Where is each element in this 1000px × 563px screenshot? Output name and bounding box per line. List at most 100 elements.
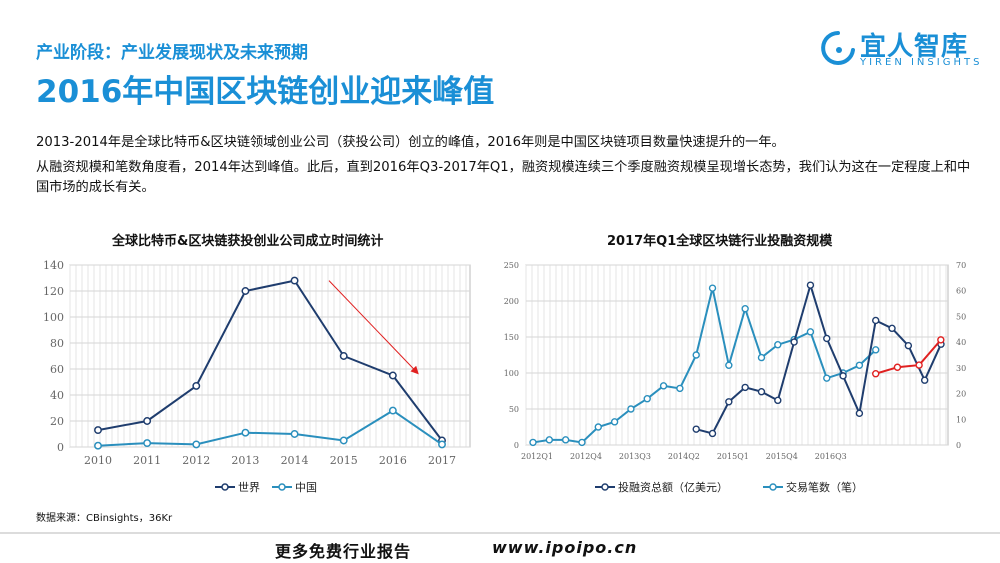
chart2-highlight-point	[893, 363, 902, 371]
chart2-highlight-line	[875, 339, 942, 375]
chart2-ytick-right-label: 40	[956, 338, 966, 347]
logo-subtext: YIREN INSIGHTS	[860, 57, 983, 68]
chart2-amount-point	[774, 396, 782, 405]
chart2-trades-point	[529, 438, 537, 447]
page-subtitle: 产业阶段：产业发展现状及未来预期	[36, 43, 308, 63]
chart2-highlight-point	[915, 361, 923, 369]
chart2-legend-label: 投融资总额（亿美元）	[618, 480, 728, 494]
chart2-amount-point	[741, 383, 749, 392]
chart2-trades-point	[578, 438, 586, 447]
chart2-amount-point	[904, 341, 913, 350]
footer-url[interactable]: www.ipoipo.cn	[492, 538, 638, 557]
chart1-ytick-label: 140	[43, 259, 64, 272]
chart2-amount-point	[790, 338, 798, 346]
chart2-amount-line	[695, 281, 942, 435]
chart2-svg: 0 50 100 150 200 250 0 10 20 30 40 50 60 70 2012Q1 2012…	[504, 261, 966, 494]
footer-divider	[0, 532, 1000, 534]
chart2-trades-point	[725, 361, 733, 369]
chart2-trades-point	[610, 418, 619, 426]
chart2-amount-point	[757, 388, 766, 396]
chart1-legend-marker	[278, 483, 286, 491]
chart2-highlight-point	[937, 336, 945, 344]
chart1-point	[438, 440, 446, 449]
chart1-point	[94, 441, 102, 450]
chart2-trades-point	[757, 353, 766, 362]
logo-text: 宜人智库	[860, 32, 969, 62]
chart2-trades-point	[855, 361, 864, 369]
chart2-plot-area	[525, 264, 949, 446]
chart1-point	[339, 352, 348, 360]
chart2-trades-point	[659, 382, 668, 390]
chart1-point	[241, 287, 250, 295]
chart2-ytick-left-label: 50	[509, 405, 519, 414]
chart2-amount-point	[806, 281, 815, 289]
chart1-point	[94, 426, 102, 435]
chart2-ytick-right-label: 60	[956, 287, 966, 296]
chart2-amount-point	[823, 334, 831, 343]
chart1-legend-label: 中国	[295, 481, 317, 494]
chart1-xtick-label: 2014	[281, 454, 309, 467]
chart2-trades-point	[872, 346, 880, 354]
chart2-xtick-label: 2012Q1	[521, 452, 553, 461]
chart1-xtick-label: 2010	[84, 454, 112, 467]
chart1-ytick-label: 120	[43, 285, 64, 298]
chart1-xtick-label: 2015	[330, 454, 358, 467]
chart2-trades-point	[692, 351, 700, 359]
chart2-amount-point	[920, 376, 929, 384]
chart2-xtick-label: 2014Q2	[668, 452, 700, 461]
chart2-amount-point	[839, 372, 847, 380]
chart2-ytick-left-label: 150	[504, 333, 519, 342]
chart2-ytick-right-label: 10	[956, 415, 966, 424]
chart2-amount-point	[888, 324, 896, 333]
chart2-xtick-label: 2015Q1	[717, 452, 749, 461]
chart2-amount-point	[725, 398, 733, 406]
chart2-ytick-left-label: 250	[504, 261, 519, 270]
chart2-legend-marker	[601, 483, 609, 491]
chart1-point	[339, 436, 348, 445]
chart2-legend: 投融资总额（亿美元） 交易笔数（笔）	[595, 480, 863, 494]
chart1-point	[143, 439, 152, 448]
chart2-ytick-right-label: 50	[956, 312, 966, 321]
chart1-legend: 世界 中国	[215, 481, 317, 494]
chart2-xtick-label: 2015Q4	[766, 452, 798, 461]
chart1-ytick-label: 20	[50, 415, 64, 428]
chart2-ytick-right-label: 70	[956, 261, 966, 270]
chart1-point	[192, 381, 201, 390]
chart1-point	[388, 406, 397, 415]
chart2-ytick-left-label: 200	[504, 297, 519, 306]
chart1-point	[143, 417, 152, 425]
chart1-ytick-label: 60	[50, 363, 64, 376]
chart2-trades-point	[561, 436, 570, 444]
chart1-xtick-label: 2011	[133, 454, 161, 467]
chart1-point	[290, 276, 299, 285]
chart1-point	[241, 428, 250, 437]
chart2-trades-point	[708, 284, 717, 292]
chart1-series-line	[97, 409, 443, 447]
chart2-trades-point	[741, 305, 749, 313]
chart2-trades-point	[806, 328, 815, 336]
paragraph-1: 2013-2014年是全球比特币&区块链领域创业公司（获投公司）创立的峰值，20…	[36, 135, 785, 150]
chart2-ytick-left-label: 0	[514, 441, 519, 450]
page-title: 2016年中国区块链创业迎来峰值	[36, 74, 495, 110]
chart2-ytick-right-label: 20	[956, 390, 966, 399]
chart1-ytick-label: 0	[57, 441, 64, 454]
chart2-trades-point	[643, 395, 651, 403]
paragraph-2: 从融资规模和笔数角度看，2014年达到峰值。此后，直到2016年Q3-2017年…	[36, 160, 971, 195]
chart2-xtick-label: 2012Q4	[570, 452, 602, 461]
chart2-trades-point	[676, 384, 684, 393]
footer-text: 更多免费行业报告	[275, 542, 412, 561]
chart1-ytick-label: 100	[43, 311, 64, 324]
chart1-ytick-label: 80	[50, 337, 64, 350]
chart1-title: 全球比特币&区块链获投创业公司成立时间统计	[112, 234, 384, 249]
chart2-highlight-point	[872, 370, 880, 378]
chart1-point	[290, 430, 299, 438]
data-source: 数据来源：CBinsights，36Kr	[36, 513, 173, 524]
chart1-xtick-label: 2016	[379, 454, 407, 467]
chart2-xtick-label: 2016Q3	[815, 452, 847, 461]
chart2-ytick-left-label: 100	[504, 369, 519, 378]
chart2-trades-point	[594, 423, 602, 431]
chart1-xtick-label: 2013	[231, 454, 259, 467]
chart2-trades-point	[627, 405, 635, 413]
chart1-ytick-label: 40	[50, 389, 64, 402]
chart1-xtick-label: 2012	[182, 454, 210, 467]
